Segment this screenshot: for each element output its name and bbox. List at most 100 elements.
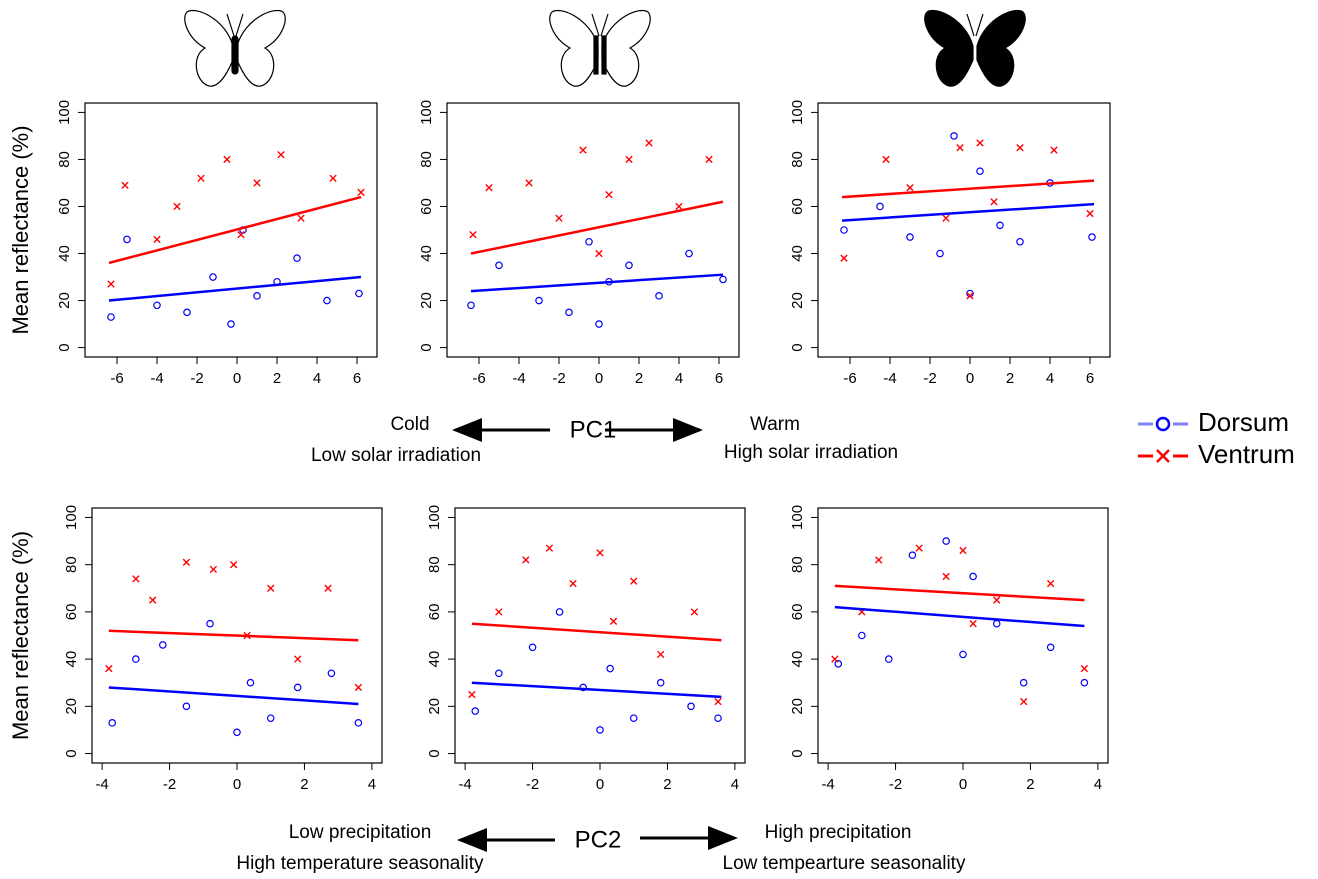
trend-line <box>841 179 1095 199</box>
x-tick-label: 2 <box>273 370 281 387</box>
axis-note: Warm <box>750 414 800 435</box>
x-tick-label: -4 <box>883 370 896 387</box>
point <box>992 619 1001 628</box>
axis-title: PC2 <box>575 826 622 853</box>
point <box>535 296 543 305</box>
point <box>233 728 241 737</box>
y-tick-label: 100 <box>789 505 806 530</box>
y-tick-label: 20 <box>56 292 73 309</box>
point <box>468 690 476 699</box>
point <box>237 231 245 239</box>
point <box>525 179 533 187</box>
point <box>467 301 475 310</box>
point <box>471 707 480 715</box>
x-tick-label: -2 <box>190 370 203 387</box>
point <box>645 139 653 147</box>
x-tick-label: -6 <box>843 370 856 387</box>
point <box>266 714 275 722</box>
x-tick-label: 0 <box>966 370 974 387</box>
point <box>555 608 564 616</box>
axis-note: High precipitation <box>765 822 912 843</box>
point <box>108 719 117 727</box>
point <box>959 650 967 659</box>
y-tick-label: 40 <box>63 651 80 668</box>
point <box>831 655 839 663</box>
point <box>596 726 604 734</box>
x-tick-label: 4 <box>368 776 376 793</box>
point <box>495 608 503 616</box>
butterfly-icon <box>924 9 1026 87</box>
point <box>966 292 974 300</box>
y-tick-label: 80 <box>418 151 435 168</box>
x-tick-label: -4 <box>150 370 163 387</box>
pc2-annotation: Low precipitation PC2 High precipitation… <box>236 822 966 874</box>
point <box>495 261 503 270</box>
point <box>858 631 866 640</box>
point <box>1088 233 1096 241</box>
y-tick-label: 0 <box>63 749 80 757</box>
pc1-annotation: Cold PC1 Warm Low solar irradiation High… <box>311 414 898 466</box>
plot-frame <box>84 102 378 358</box>
x-tick-label: -2 <box>923 370 936 387</box>
x-tick-label: 0 <box>959 776 967 793</box>
point <box>1019 678 1028 687</box>
trend-line <box>841 202 1095 222</box>
y-tick-label: 40 <box>789 245 806 262</box>
point <box>1050 146 1058 154</box>
point <box>885 655 893 663</box>
x-tick-label: -4 <box>512 370 525 387</box>
point <box>206 619 214 628</box>
y-tick-label: 40 <box>418 245 435 262</box>
point <box>132 655 140 663</box>
point <box>993 596 1001 604</box>
point <box>625 155 633 164</box>
point <box>253 179 261 187</box>
point <box>908 551 917 560</box>
point <box>906 233 914 241</box>
y-tick-label: 0 <box>418 343 435 351</box>
trend-line <box>471 681 722 699</box>
point <box>579 146 587 154</box>
x-tick-label: -2 <box>889 776 902 793</box>
x-tick-label: 0 <box>233 370 241 387</box>
point <box>596 549 604 557</box>
y-tick-label: 100 <box>418 100 435 125</box>
x-tick-label: 4 <box>1046 370 1054 387</box>
point <box>936 249 944 258</box>
point <box>1046 579 1055 588</box>
legend-label: Dorsum <box>1198 407 1289 437</box>
y-tick-label: 80 <box>63 556 80 573</box>
x-tick-label: 4 <box>731 776 739 793</box>
x-tick-label: 0 <box>595 370 603 387</box>
point <box>182 558 191 567</box>
trend-line <box>470 200 724 255</box>
x-tick-label: -2 <box>526 776 539 793</box>
point <box>942 572 950 581</box>
point <box>687 702 695 711</box>
point <box>183 308 191 317</box>
trend-line <box>834 584 1085 602</box>
trend-line <box>834 605 1085 628</box>
y-tick-label: 80 <box>789 151 806 168</box>
point <box>1046 643 1055 652</box>
axis-note: Low precipitation <box>289 822 432 843</box>
point <box>197 174 205 182</box>
point <box>227 320 235 328</box>
x-tick-label: -2 <box>552 370 565 387</box>
point <box>223 155 231 164</box>
y-tick-label: 0 <box>789 749 806 757</box>
y-tick-label: 0 <box>426 749 443 757</box>
point <box>605 191 613 199</box>
point <box>355 289 363 298</box>
trend-line <box>108 275 362 302</box>
x-tick-label: 6 <box>1086 370 1094 387</box>
x-tick-label: 2 <box>1006 370 1014 387</box>
point <box>956 143 964 152</box>
point <box>132 575 140 583</box>
point <box>1086 209 1094 218</box>
y-tick-label: 60 <box>789 198 806 215</box>
trend-line <box>471 622 722 642</box>
